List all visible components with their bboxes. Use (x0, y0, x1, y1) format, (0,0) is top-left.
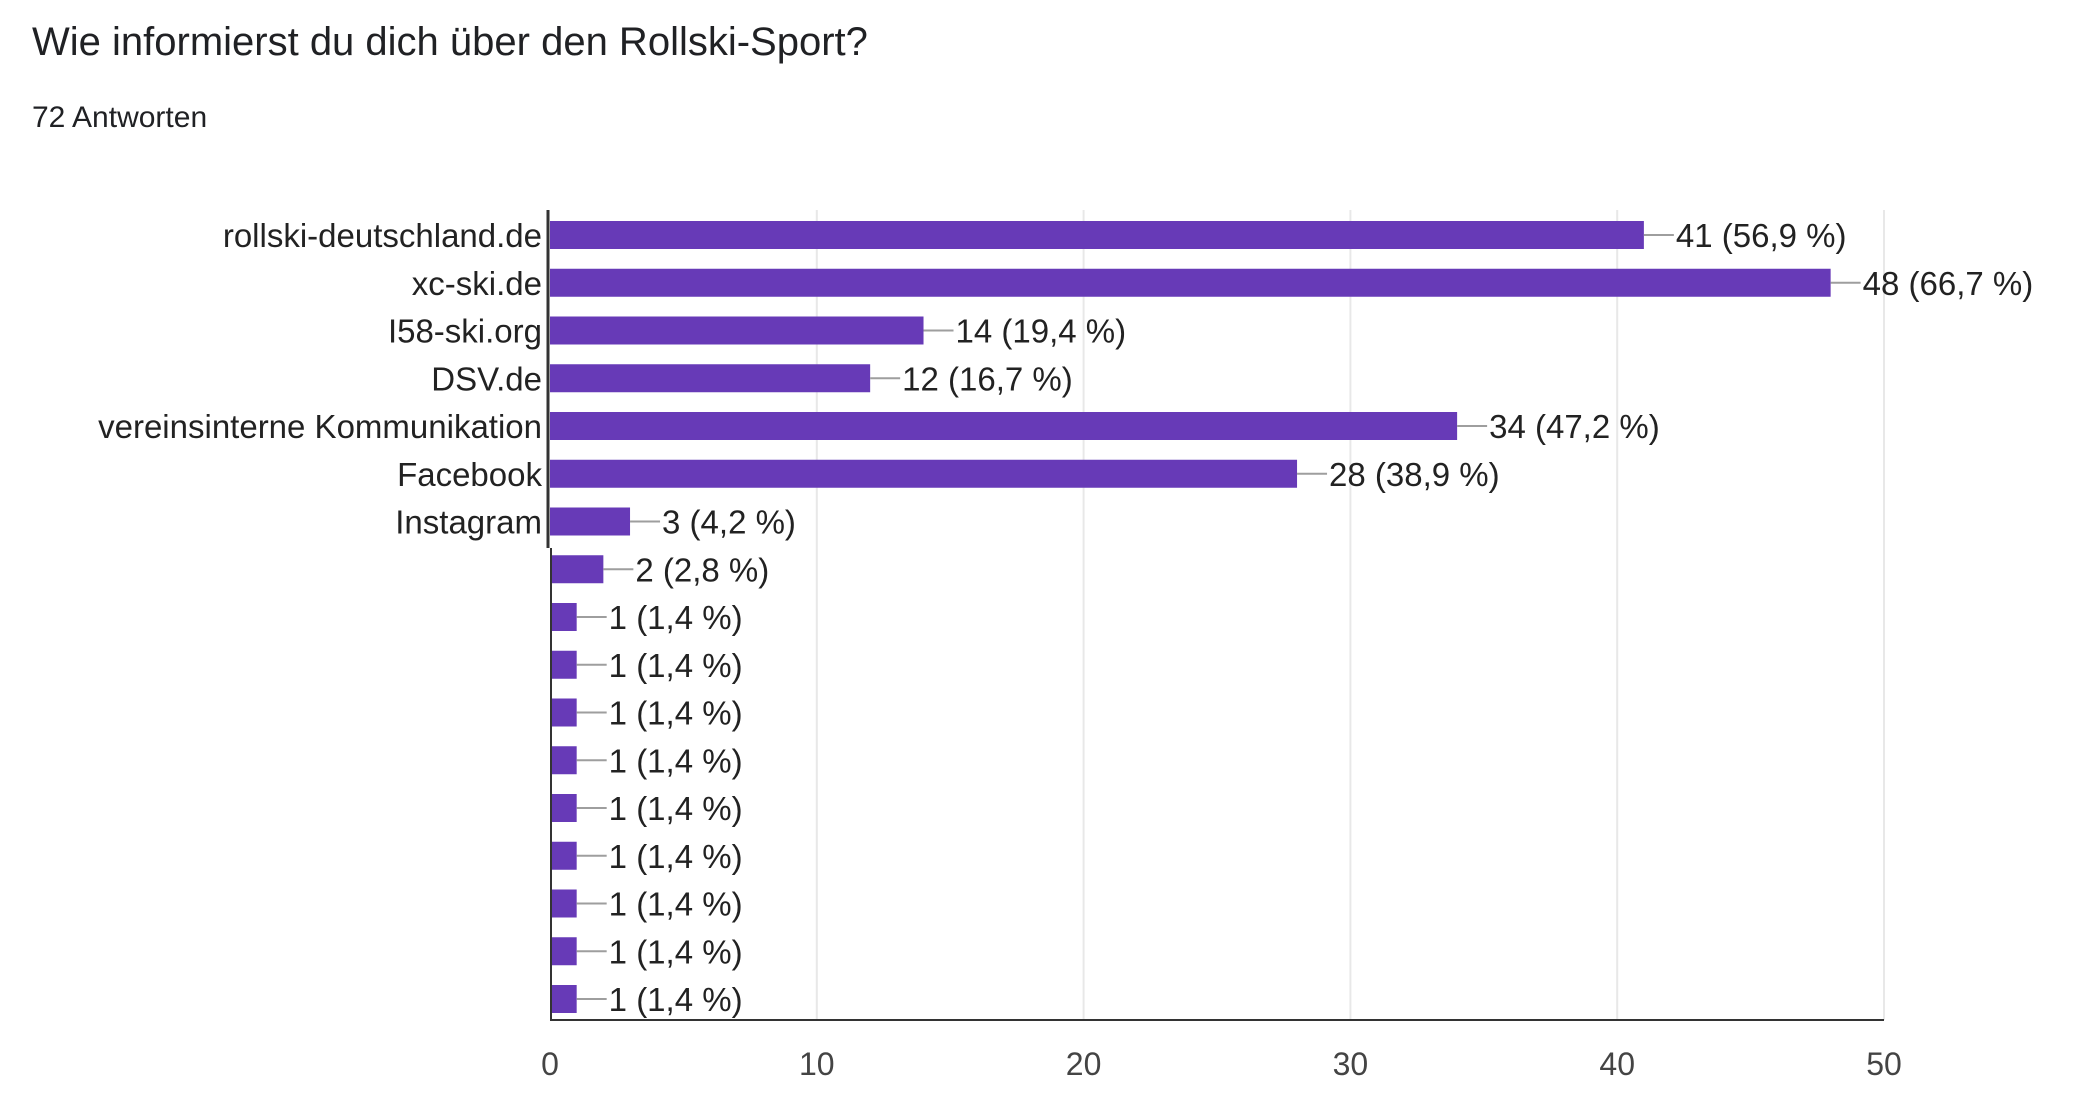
x-tick-label: 10 (799, 1046, 835, 1082)
value-label: 3 (4,2 %) (662, 504, 796, 541)
category-label: xc-ski.de (412, 265, 542, 302)
bar (550, 221, 1644, 249)
category-label: DSV.de (431, 360, 542, 397)
x-tick-label: 0 (541, 1046, 559, 1082)
x-tick-label: 40 (1599, 1046, 1635, 1082)
value-label: 1 (1,4 %) (609, 838, 743, 875)
chart-title: Wie informierst du dich über den Rollski… (32, 20, 868, 64)
category-label: Facebook (397, 456, 542, 493)
bars (550, 221, 1861, 1013)
bar (550, 555, 604, 584)
bar (550, 459, 1298, 488)
x-tick-label: 20 (1066, 1046, 1102, 1082)
value-label: 1 (1,4 %) (609, 933, 743, 970)
bar (550, 841, 577, 870)
value-label: 1 (1,4 %) (609, 599, 743, 636)
axes (546, 210, 1884, 1021)
bar (550, 746, 577, 775)
bar (550, 698, 577, 727)
bar (550, 268, 1831, 297)
value-label: 1 (1,4 %) (609, 981, 743, 1018)
bar (550, 364, 871, 393)
grid-lines (815, 210, 1885, 1020)
bar (550, 889, 577, 918)
bar (550, 650, 577, 679)
value-label: 12 (16,7 %) (902, 360, 1073, 397)
value-label: 1 (1,4 %) (609, 886, 743, 923)
value-label: 34 (47,2 %) (1489, 408, 1660, 445)
value-label: 41 (56,9 %) (1676, 217, 1847, 254)
x-tick-label: 30 (1333, 1046, 1369, 1082)
value-label: 48 (66,7 %) (1863, 265, 2034, 302)
category-label: I58-ski.org (388, 313, 542, 350)
bar (550, 316, 924, 345)
bar (550, 603, 577, 631)
category-label: Instagram (395, 504, 542, 541)
category-label: rollski-deutschland.de (223, 217, 542, 254)
bar (550, 794, 577, 822)
bar (550, 412, 1458, 440)
value-label: 1 (1,4 %) (609, 695, 743, 732)
labels: 0 10 20 30 40 50 41 (56,9 %) rollski-deutschlan… (98, 217, 2033, 1082)
category-label: vereinsinterne Kommunikation (98, 408, 542, 445)
value-label: 1 (1,4 %) (609, 742, 743, 779)
value-label: 28 (38,9 %) (1329, 456, 1500, 493)
bar (550, 507, 631, 536)
value-label: 1 (1,4 %) (609, 790, 743, 827)
response-count: 72 Antworten (32, 101, 208, 134)
value-label: 1 (1,4 %) (609, 647, 743, 684)
value-label: 2 (2,8 %) (635, 551, 769, 588)
bar (550, 985, 577, 1013)
x-tick-label: 50 (1866, 1046, 1902, 1082)
value-label: 14 (19,4 %) (956, 313, 1127, 350)
bar (550, 937, 577, 966)
